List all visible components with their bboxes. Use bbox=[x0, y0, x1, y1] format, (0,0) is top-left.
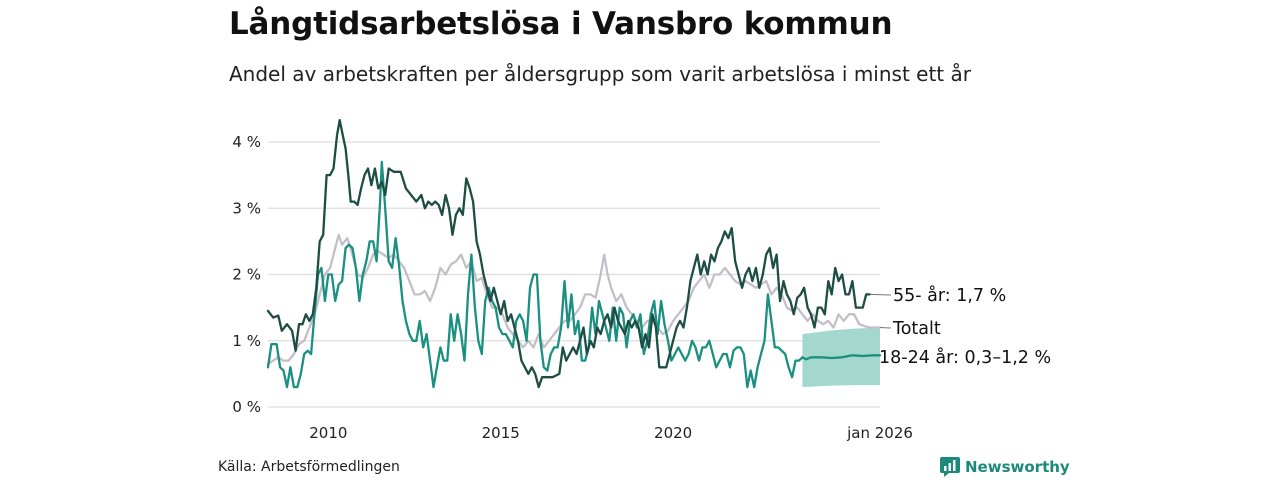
chart-subtitle: Andel av arbetskraften per åldersgrupp s… bbox=[229, 62, 971, 86]
series-layer bbox=[266, 118, 882, 389]
y-tick-label: 3 % bbox=[232, 199, 261, 217]
chart-title: Långtidsarbetslösa i Vansbro kommun bbox=[229, 6, 893, 42]
series-line-18-24 bbox=[266, 160, 882, 389]
y-tick-label: 0 % bbox=[232, 398, 261, 416]
brand-logo[interactable]: Newsworthy bbox=[940, 456, 1070, 478]
end-label-total: Totalt bbox=[892, 319, 941, 339]
end-label-18-24: 18-24 år: 0,3–1,2 % bbox=[879, 347, 1051, 368]
x-tick-label: 2020 bbox=[654, 424, 692, 442]
x-tick-label: jan 2026 bbox=[846, 424, 913, 442]
x-tick-label: 2010 bbox=[309, 424, 347, 442]
y-tick-label: 4 % bbox=[232, 133, 261, 151]
leader-line bbox=[879, 327, 892, 329]
source-note: Källa: Arbetsförmedlingen bbox=[218, 459, 400, 475]
label-layer: 0 % 1 % 2 % 3 % 4 % 2010 2015 2020 jan 2026 55- å… bbox=[232, 133, 1051, 442]
newsworthy-icon bbox=[940, 457, 960, 477]
series-line-55 bbox=[266, 118, 871, 389]
y-tick-label: 1 % bbox=[232, 332, 261, 350]
y-tick-label: 2 % bbox=[232, 266, 261, 284]
x-tick-label: 2015 bbox=[482, 424, 520, 442]
brand-name: Newsworthy bbox=[965, 458, 1070, 476]
end-label-55: 55- år: 1,7 % bbox=[893, 285, 1006, 306]
leader-line bbox=[869, 293, 892, 296]
